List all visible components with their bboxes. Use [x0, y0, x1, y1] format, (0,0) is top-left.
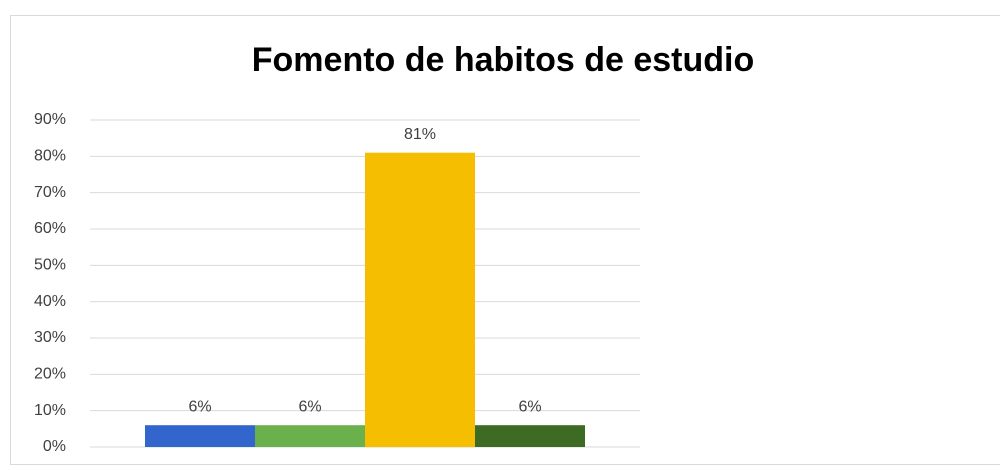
y-tick-label: 40%: [34, 293, 66, 310]
bar: [255, 425, 365, 447]
y-tick-label: 30%: [34, 329, 66, 346]
value-label: 6%: [518, 398, 541, 415]
y-tick-label: 50%: [34, 257, 66, 274]
y-tick-label: 70%: [34, 184, 66, 201]
y-tick-label: 0%: [43, 438, 66, 455]
chart-border: [10, 15, 1000, 465]
bar: [475, 425, 585, 447]
bar: [145, 425, 255, 447]
bar: [365, 152, 475, 447]
y-tick-label: 90%: [34, 111, 66, 128]
value-label: 81%: [404, 126, 436, 143]
y-tick-label: 10%: [34, 402, 66, 419]
y-tick-label: 20%: [34, 366, 66, 383]
y-tick-label: 80%: [34, 148, 66, 165]
chart-title: Fomento de habitos de estudio: [252, 41, 754, 79]
value-label: 6%: [188, 398, 211, 415]
y-tick-label: 60%: [34, 220, 66, 237]
value-label: 6%: [298, 398, 321, 415]
